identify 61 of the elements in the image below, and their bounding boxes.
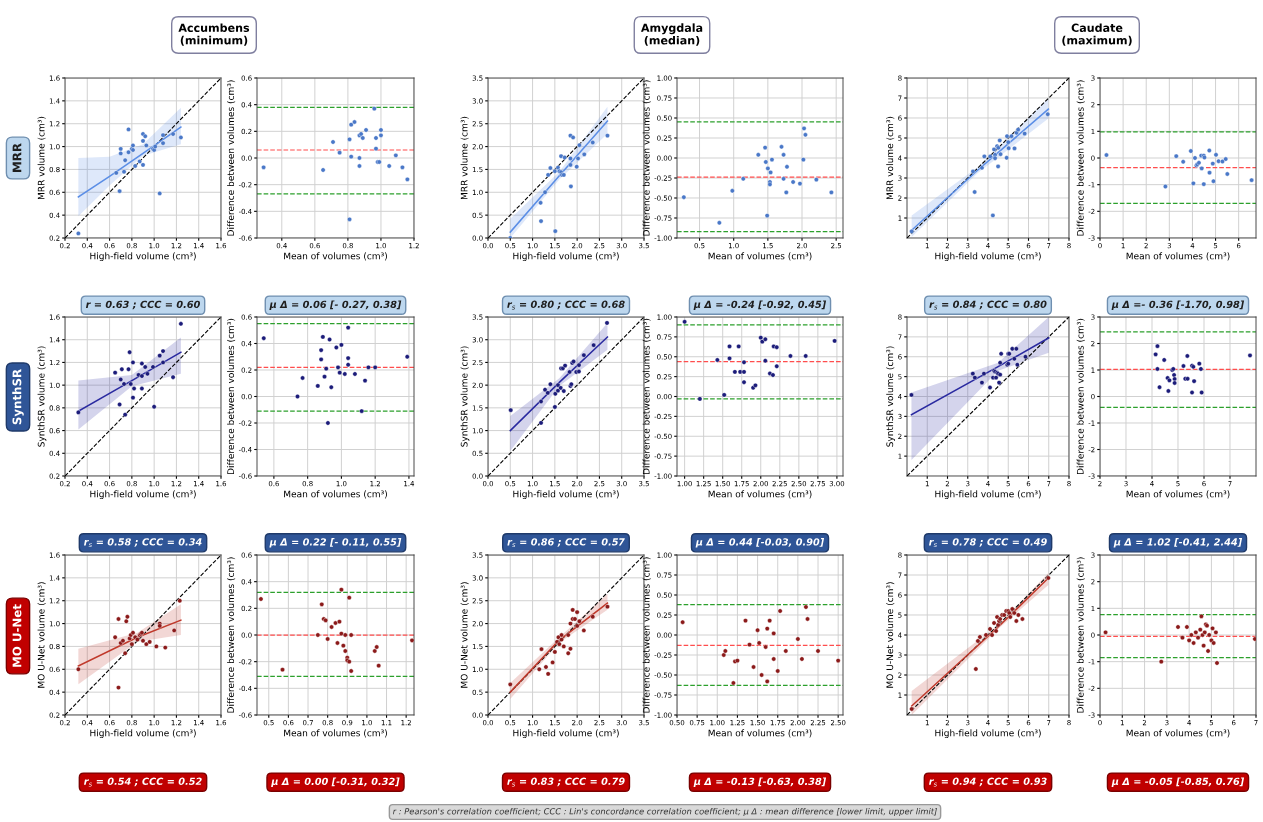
y-axis-title: MRR volume (cm³): [886, 116, 895, 200]
text: μ Δ = -0.13 [-0.63, 0.38]: [693, 777, 827, 787]
y-axis-title: MO U-Net volume (cm³): [886, 582, 895, 688]
y-axis-title: MRR volume (cm³): [37, 116, 46, 200]
y-axis-title: MRR volume (cm³): [460, 116, 469, 200]
text: Caudate (maximum): [1062, 23, 1132, 46]
x-axis-title: Mean of volumes (cm³): [284, 490, 387, 499]
text: MO U-Net: [12, 604, 22, 667]
x-axis-title: Mean of volumes (cm³): [284, 252, 387, 261]
y-axis-title: SynthSR volume (cm³): [460, 346, 470, 447]
text: r = 0.63 ; CCC = 0.60: [85, 300, 200, 310]
text: r : Pearson's correlation coefficient; CCC : Lin's concordance correlation coefficient; μ Δ : mean difference [lower limit, upper limit]: [392, 807, 937, 817]
x-axis-title: Mean of volumes (cm³): [1126, 252, 1230, 261]
text: SynthSR: [12, 369, 24, 425]
text: r$_{s}$ = 0.84 ; CCC = 0.80: [929, 300, 1047, 310]
y-axis-title: Difference between volumes (cm³): [1076, 557, 1085, 713]
text: r$_{s}$ = 0.86 ; CCC = 0.57: [507, 538, 625, 548]
x-axis-title: Mean of volumes (cm³): [708, 490, 812, 499]
x-axis-title: High-field volume (cm³): [935, 490, 1041, 500]
y-axis-title: MO U-Net volume (cm³): [37, 582, 46, 688]
text: Accumbens (minimum): [178, 23, 250, 46]
x-axis-title: High-field volume (cm³): [513, 252, 619, 262]
y-axis-title: MO U-Net volume (cm³): [460, 582, 469, 688]
y-axis-title: Difference between volumes (cm³): [642, 318, 651, 475]
x-axis-title: High-field volume (cm³): [90, 490, 196, 500]
text: Amygdala (median): [640, 23, 703, 46]
text: r$_{s}$ = 0.80 ; CCC = 0.68: [507, 300, 625, 310]
text: r$_{s}$ = 0.94 ; CCC = 0.93: [928, 777, 1047, 787]
y-axis-title: SynthSR volume (cm³): [37, 346, 47, 447]
x-axis-title: High-field volume (cm³): [90, 252, 196, 262]
x-axis-title: High-field volume (cm³): [935, 252, 1041, 262]
text: μ Δ = 0.44 [-0.03, 0.90]: [695, 538, 825, 548]
x-axis-title: Mean of volumes (cm³): [1126, 490, 1230, 499]
text: μ Δ = -0.24 [-0.92, 0.45]: [693, 300, 827, 310]
x-axis-title: High-field volume (cm³): [935, 729, 1041, 739]
y-axis-title: Difference between volumes (cm³): [1076, 80, 1085, 236]
text: r$_{s}$ = 0.83 ; CCC = 0.79: [507, 777, 625, 787]
x-axis-title: High-field volume (cm³): [90, 729, 196, 739]
y-axis-title: Difference between volumes (cm³): [642, 80, 651, 236]
text: μ Δ =- 0.36 [-1.70, 0.98]: [1111, 300, 1245, 310]
x-axis-title: Mean of volumes (cm³): [708, 252, 812, 261]
text: μ Δ = -0.05 [-0.85, 0.76]: [1111, 777, 1245, 787]
text: r$_{s}$ = 0.58 ; CCC = 0.34: [83, 538, 202, 548]
y-axis-title: SynthSR volume (cm³): [886, 346, 895, 447]
y-axis-title: Difference between volumes (cm³): [227, 557, 236, 713]
text: μ Δ = 0.06 [- 0.27, 0.38]: [269, 300, 402, 310]
text: r$_{s}$ = 0.54 ; CCC = 0.52: [83, 777, 202, 787]
y-axis-title: Difference between volumes (cm³): [642, 557, 651, 713]
y-axis-title: Difference between volumes (cm³): [1076, 318, 1085, 475]
x-axis-title: High-field volume (cm³): [513, 729, 619, 739]
text: μ Δ = 0.22 [- 0.11, 0.55]: [269, 538, 402, 548]
x-axis-title: High-field volume (cm³): [513, 490, 619, 500]
text: r$_{s}$ = 0.78 ; CCC = 0.49: [928, 538, 1047, 548]
x-axis-title: Mean of volumes (cm³): [708, 729, 812, 738]
x-axis-title: Mean of volumes (cm³): [284, 729, 387, 738]
text: μ Δ = 1.02 [-0.41, 2.44]: [1113, 538, 1243, 548]
y-axis-title: Difference between volumes (cm³): [227, 80, 236, 236]
text: μ Δ = 0.00 [-0.31, 0.32]: [271, 777, 400, 787]
text: MRR: [12, 143, 22, 172]
x-axis-title: Mean of volumes (cm³): [1126, 729, 1230, 738]
y-axis-title: Difference between volumes (cm³): [227, 318, 236, 475]
